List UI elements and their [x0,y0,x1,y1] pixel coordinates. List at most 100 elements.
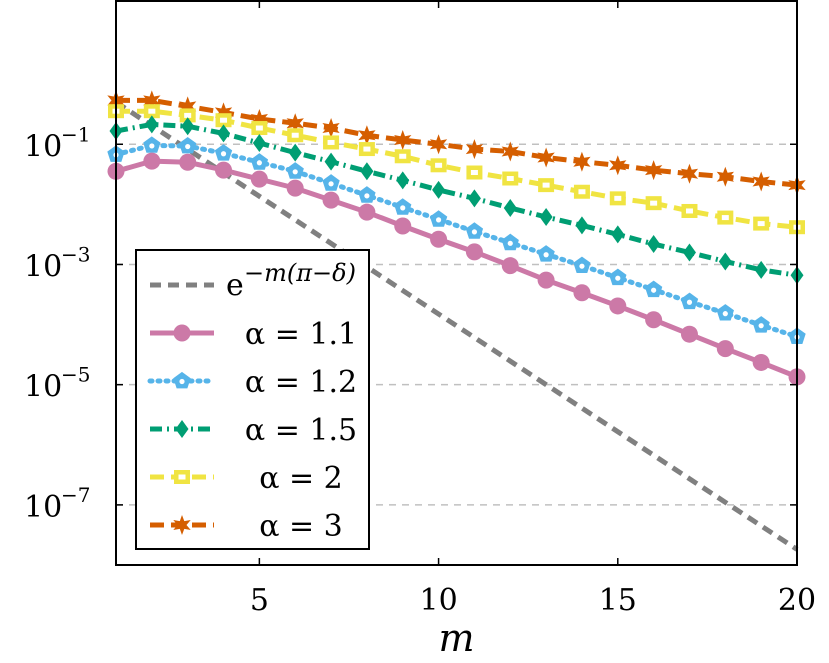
data-point [432,180,446,199]
data-point-center [220,151,227,157]
data-point [175,420,189,438]
data-point [430,230,448,248]
plot-frame [115,0,798,566]
y-tick-exponent: −5 [61,363,90,387]
data-point [716,166,734,187]
data-point [537,271,555,289]
data-point [718,252,732,271]
data-point [396,171,410,190]
data-point [429,134,448,155]
data-point-center [291,132,299,138]
data-point [179,136,197,154]
data-point-center [758,323,764,329]
data-point [465,222,484,239]
data-point [537,147,555,168]
data-point [179,108,196,123]
data-point [323,135,340,150]
legend-label: α = 1.1 [245,317,357,352]
y-tick-label: 10 [24,490,62,525]
y-tick-label: 10 [24,129,62,164]
data-point-center [327,139,335,145]
data-point [322,174,340,191]
data-point-center [363,146,371,152]
data-point [173,515,191,535]
data-point-center [185,143,191,150]
data-point-center [721,215,729,221]
data-point [429,210,448,227]
data-point [287,128,304,143]
data-point-center [256,160,262,166]
data-point [609,297,627,315]
data-point [286,162,304,179]
data-point [538,178,555,193]
y-tick-label: 10 [24,370,62,405]
data-point [143,90,161,111]
data-point [502,171,519,186]
legend-entry: α = 1.5 [150,413,357,448]
data-point-center [364,193,370,199]
data-point [215,113,232,128]
x-tick-label: 10 [419,583,457,618]
data-point [573,151,591,172]
data-point [358,142,375,157]
data-point [645,196,662,211]
data-point-center [506,176,514,182]
data-point [753,216,770,231]
data-point [394,198,412,215]
data-point-center [650,200,658,206]
data-point [430,158,447,173]
data-point [645,160,663,181]
data-point [573,284,591,302]
x-tick-label: 15 [599,583,637,618]
data-point [611,225,625,244]
data-point [217,124,231,143]
data-point-center [435,217,442,223]
data-point-center [328,181,334,187]
data-point [358,186,376,203]
data-point [537,245,555,262]
legend-entry: α = 2 [150,461,343,496]
data-point [173,371,191,389]
data-point-center [685,208,693,214]
data-point [286,113,304,134]
data-point [716,304,734,321]
data-point-center [722,311,728,317]
data-point [573,256,591,273]
data-point [647,235,661,254]
data-point [250,109,268,129]
series-diamond [109,115,804,285]
legend-label-exponent: −m(π−δ) [244,259,356,287]
series-layer [107,90,806,552]
series-square [108,104,805,235]
legend-label: α = 1.5 [245,413,357,448]
data-point-center [292,169,298,175]
data-point-center [507,240,513,246]
data-point-center [184,112,192,118]
data-point-center [651,287,657,293]
data-point-center [400,205,406,211]
data-point-center [149,143,155,149]
data-point-center [578,189,586,195]
series-star [107,90,806,196]
data-point [501,141,519,162]
data-point [501,233,519,251]
data-point [214,102,233,123]
data-point [752,316,770,333]
data-point [609,191,626,206]
data-point [143,136,161,153]
data-point [716,340,734,358]
data-point [250,153,269,170]
y-tick-exponent: −3 [61,242,90,266]
data-point-center [471,229,478,235]
legend-entry-reference: e −m(π−δ) [150,259,356,303]
legend-entry: α = 1.1 [150,317,357,352]
x-axis-label: m [438,616,474,660]
data-point [250,170,268,188]
series-line [115,121,798,278]
data-point-center [757,221,765,227]
data-point-center [543,252,549,258]
data-point [466,165,483,180]
data-point [681,203,698,218]
data-point [573,184,590,199]
data-point [680,163,699,184]
